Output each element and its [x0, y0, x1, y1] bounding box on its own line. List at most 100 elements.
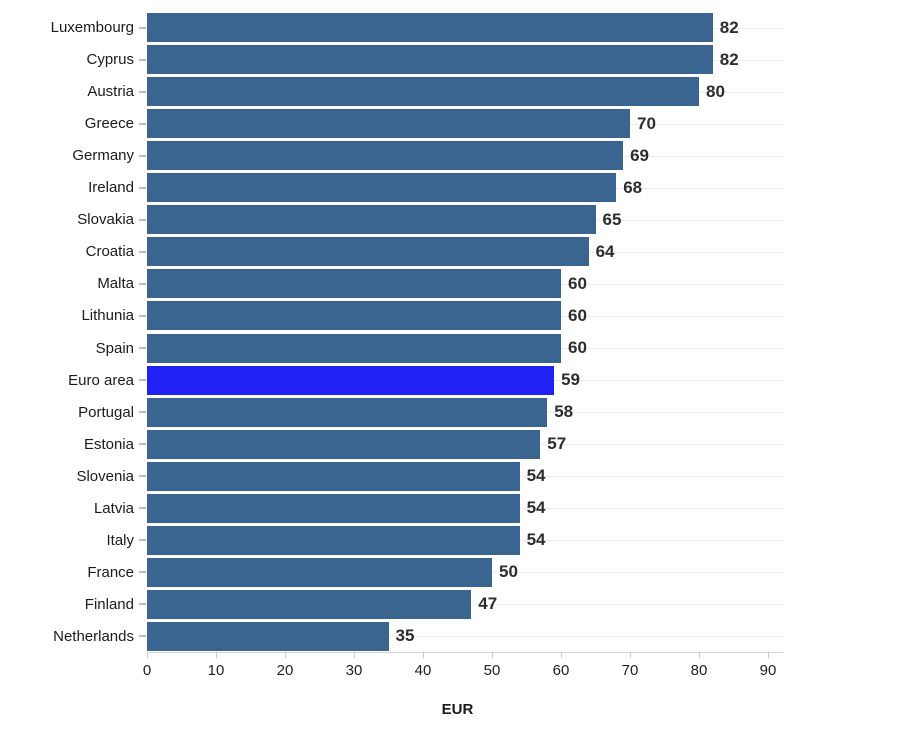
bar	[147, 493, 520, 523]
category-tick	[139, 379, 146, 382]
x-axis-tick	[285, 652, 286, 658]
category-label: Slovakia	[77, 211, 134, 229]
x-axis-tick	[423, 652, 424, 658]
value-label: 54	[526, 530, 546, 550]
bar	[147, 205, 596, 235]
bar	[147, 77, 699, 107]
category-label: France	[87, 563, 134, 581]
bar	[147, 237, 589, 267]
category-tick	[139, 507, 146, 510]
bar	[147, 45, 713, 75]
bar	[147, 13, 713, 42]
category-label: Estonia	[83, 435, 134, 453]
bar-highlighted	[147, 365, 555, 395]
category-tick	[139, 411, 146, 414]
value-label: 69	[630, 145, 650, 165]
value-label: 58	[554, 402, 574, 422]
x-axis-tick-label: 30	[345, 662, 363, 679]
category-tick	[139, 475, 146, 478]
category-label: Austria	[87, 83, 134, 101]
x-axis-tick	[561, 652, 562, 658]
category-tick	[139, 154, 146, 157]
category-label: Cyprus	[86, 51, 134, 69]
value-label: 65	[602, 209, 622, 229]
category-label: Malta	[97, 275, 134, 293]
x-axis-tick-label: 60	[552, 662, 570, 679]
bar	[147, 525, 520, 555]
category-tick	[139, 218, 146, 221]
category-label: Croatia	[85, 243, 134, 261]
x-axis-tick-label: 40	[414, 662, 432, 679]
x-axis-tick	[354, 652, 355, 658]
value-label: 60	[568, 273, 587, 293]
category-label: Ireland	[88, 179, 134, 197]
value-label: 47	[478, 594, 498, 614]
bar	[147, 429, 541, 459]
bar	[147, 589, 472, 619]
category-tick	[139, 539, 146, 542]
category-label: Luxembourg	[50, 19, 134, 36]
category-tick	[139, 603, 146, 606]
category-label: Lithunia	[81, 307, 134, 325]
value-label: 35	[395, 626, 415, 646]
value-label: 54	[526, 498, 546, 518]
category-label: Portugal	[78, 403, 134, 421]
category-label: Spain	[95, 339, 134, 357]
category-label: Netherlands	[53, 627, 134, 645]
x-axis-line	[147, 652, 783, 653]
x-axis-tick-label: 0	[142, 662, 152, 679]
category-tick	[139, 122, 146, 125]
x-axis-tick-label: 80	[690, 662, 708, 679]
value-label: 50	[499, 562, 518, 582]
bar	[147, 397, 548, 427]
category-label: Latvia	[93, 499, 134, 517]
bar	[147, 333, 561, 363]
category-label: Greece	[84, 115, 134, 133]
x-axis-tick-label: 10	[207, 662, 225, 679]
x-axis-tick	[768, 652, 769, 658]
category-tick	[139, 58, 146, 61]
x-axis-tick	[630, 652, 631, 658]
x-axis-tick-label: 90	[759, 662, 777, 679]
value-label: 64	[595, 241, 615, 261]
x-axis-tick	[216, 652, 217, 658]
value-label: 60	[568, 338, 587, 357]
category-tick	[139, 443, 146, 446]
row-gridline	[147, 636, 783, 638]
category-tick	[139, 26, 146, 29]
category-label: Slovenia	[76, 467, 134, 485]
bar	[147, 141, 624, 171]
bar	[147, 621, 389, 651]
category-tick	[139, 250, 146, 253]
category-tick	[139, 635, 146, 638]
x-axis-tick-label: 70	[621, 662, 639, 679]
category-tick	[139, 347, 146, 349]
bar	[147, 269, 561, 299]
value-label: 60	[568, 305, 587, 325]
category-label: Euro area	[68, 371, 134, 389]
value-label: 70	[637, 113, 656, 133]
bar	[147, 461, 520, 491]
bar	[147, 109, 630, 139]
x-axis-tick	[699, 652, 700, 658]
category-label: Italy	[106, 531, 134, 549]
x-axis-tick-label: 50	[483, 662, 501, 679]
category-tick	[139, 571, 146, 574]
category-tick	[139, 282, 146, 285]
value-label: 82	[719, 49, 739, 69]
value-label: 54	[526, 466, 546, 486]
bar	[147, 301, 561, 331]
value-label: 57	[547, 434, 567, 454]
category-label: Germany	[72, 147, 134, 165]
x-axis-tick-label: 20	[276, 662, 294, 679]
value-label: 59	[561, 370, 581, 390]
value-label: 68	[623, 177, 643, 197]
category-tick	[139, 314, 146, 317]
x-axis-title: EUR	[441, 701, 474, 718]
category-tick	[139, 186, 146, 189]
value-label: 80	[706, 81, 725, 101]
bar	[147, 557, 492, 587]
x-axis-tick	[147, 652, 148, 658]
value-label: 82	[719, 17, 739, 37]
